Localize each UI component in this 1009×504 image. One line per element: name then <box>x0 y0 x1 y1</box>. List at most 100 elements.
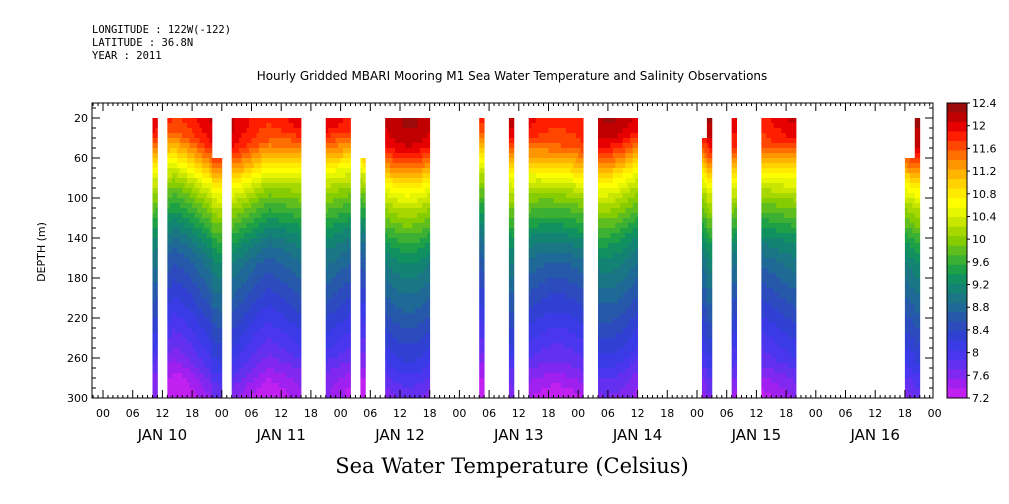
heat-cell <box>404 368 408 374</box>
heat-cell <box>481 173 485 179</box>
heat-cell <box>204 168 208 174</box>
heat-cell <box>276 183 280 189</box>
heat-cell <box>244 288 247 294</box>
heat-cell <box>291 188 294 194</box>
heat-cell <box>288 223 292 229</box>
heat-cell <box>345 193 349 199</box>
heat-cell <box>169 178 173 184</box>
heat-cell <box>172 168 176 174</box>
heat-cell <box>362 208 366 214</box>
heat-cell <box>422 183 426 189</box>
heat-cell <box>197 308 200 314</box>
heat-cell <box>390 368 393 374</box>
heat-cell <box>261 313 265 319</box>
heat-cell <box>392 298 396 304</box>
heat-cell <box>427 278 431 284</box>
heat-cell <box>184 323 188 329</box>
heat-cell <box>325 263 329 269</box>
heat-cell <box>385 183 389 189</box>
data-column <box>385 118 431 399</box>
heat-cell <box>286 143 290 149</box>
heat-cell <box>241 158 245 164</box>
heat-cell <box>249 278 252 284</box>
heat-cell <box>291 283 294 289</box>
heat-cell <box>249 318 252 324</box>
heat-cell <box>392 153 396 159</box>
heat-cell <box>400 133 403 139</box>
heat-cell <box>288 178 292 184</box>
heat-cell <box>345 363 349 369</box>
heat-cell <box>256 163 260 169</box>
heat-cell <box>390 348 393 354</box>
heat-cell <box>192 153 195 159</box>
heat-cell <box>251 293 255 299</box>
heat-cell <box>387 133 391 139</box>
heat-cell <box>536 203 540 209</box>
heat-cell <box>414 143 418 149</box>
heat-cell <box>241 228 245 234</box>
heat-cell <box>172 218 176 224</box>
heat-cell <box>508 213 512 219</box>
heat-cell <box>392 228 396 234</box>
heat-cell <box>407 378 411 384</box>
heat-cell <box>281 283 285 289</box>
heat-cell <box>216 258 220 264</box>
heat-cell <box>256 228 260 234</box>
heat-cell <box>251 393 255 399</box>
heat-cell <box>481 288 485 294</box>
heat-cell <box>533 368 537 374</box>
heat-cell <box>258 138 262 144</box>
heat-cell <box>154 198 158 204</box>
heat-cell <box>202 313 205 319</box>
heat-cell <box>400 278 403 284</box>
heat-cell <box>330 343 334 349</box>
heat-cell <box>239 218 242 224</box>
heat-cell <box>343 348 346 354</box>
heat-cell <box>199 393 203 399</box>
heat-cell <box>511 168 515 174</box>
heat-cell <box>239 373 242 379</box>
heat-cell <box>182 323 186 329</box>
heat-cell <box>412 133 416 139</box>
heat-cell <box>533 318 537 324</box>
heat-cell <box>417 333 421 339</box>
heat-cell <box>417 183 421 189</box>
heat-cell <box>390 358 393 364</box>
heat-cell <box>239 273 242 279</box>
heat-cell <box>345 273 349 279</box>
heat-cell <box>531 313 535 319</box>
heat-cell <box>390 278 393 284</box>
heat-cell <box>343 358 346 364</box>
heat-cell <box>268 238 272 244</box>
heat-cell <box>422 358 426 364</box>
heat-cell <box>266 378 270 384</box>
heat-cell <box>409 213 413 219</box>
heat-cell <box>276 368 280 374</box>
heat-cell <box>427 188 431 194</box>
heat-cell <box>424 158 428 164</box>
heat-cell <box>251 383 255 389</box>
heat-cell <box>288 128 292 134</box>
heat-cell <box>209 383 213 389</box>
heat-cell <box>340 158 344 164</box>
heat-cell <box>276 133 280 139</box>
heat-cell <box>533 133 537 139</box>
heat-cell <box>246 163 250 169</box>
heat-cell <box>283 233 287 239</box>
heat-cell <box>236 143 240 149</box>
heat-cell <box>479 358 483 364</box>
heat-cell <box>296 238 299 244</box>
heat-cell <box>412 318 416 324</box>
heat-cell <box>340 223 344 229</box>
heat-cell <box>404 278 408 284</box>
heat-cell <box>192 143 195 149</box>
heat-cell <box>402 363 406 369</box>
heat-cell <box>169 368 173 374</box>
heat-cell <box>268 243 272 249</box>
heat-cell <box>536 308 540 314</box>
heat-cell <box>298 368 302 374</box>
heat-cell <box>533 393 537 399</box>
heat-cell <box>392 303 396 309</box>
heat-cell <box>216 368 220 374</box>
heat-cell <box>335 328 339 334</box>
